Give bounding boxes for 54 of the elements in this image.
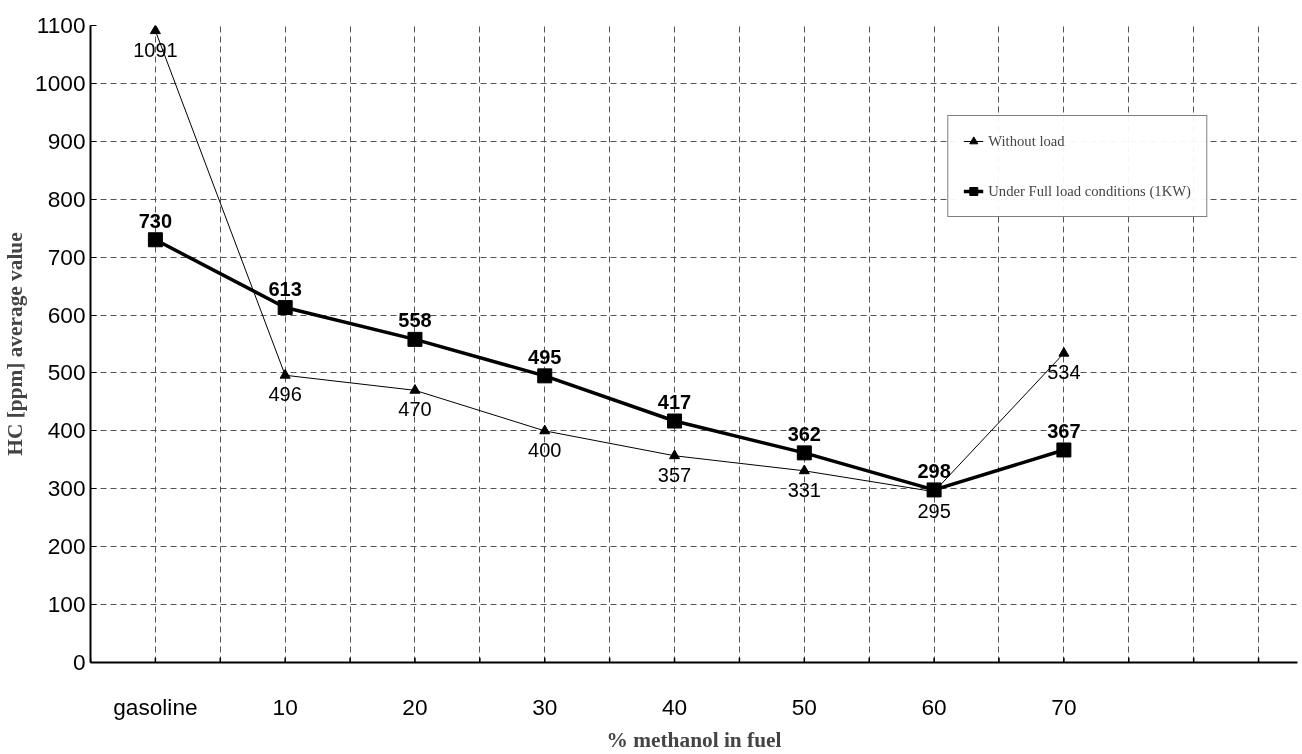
point: [669, 449, 681, 460]
point: [539, 424, 551, 435]
point: [147, 232, 163, 248]
legend-label: Under Full load conditions (1KW): [988, 182, 1191, 200]
x-tick-label: gasoline: [113, 693, 198, 720]
point: [796, 445, 812, 461]
data-label: 367: [1047, 419, 1081, 442]
data-label: 496: [268, 383, 302, 406]
y-tick-label: 400: [47, 417, 86, 444]
point: [1056, 442, 1072, 458]
data-label: 331: [787, 478, 822, 501]
x-axis-title: % methanol in fuel: [606, 727, 782, 752]
data-label: 534: [1047, 361, 1081, 384]
y-tick-label: 500: [47, 359, 86, 386]
data-label: 1091: [133, 38, 178, 61]
legend-label: Without load: [988, 132, 1065, 150]
x-tick-label: 10: [272, 693, 298, 720]
data-label: 730: [138, 209, 173, 232]
point: [407, 331, 423, 347]
point: [667, 413, 683, 429]
data-label: 495: [528, 345, 562, 368]
point: [537, 368, 553, 384]
data-label: 470: [398, 398, 432, 421]
data-label: 400: [528, 438, 562, 461]
x-tick-label: 40: [661, 693, 688, 720]
y-tick-label: 200: [47, 533, 86, 560]
x-tick-label: 70: [1051, 693, 1077, 720]
point: [1058, 346, 1070, 357]
x-tick-label: 20: [402, 693, 428, 720]
point: [149, 25, 161, 35]
y-tick-label: 800: [47, 185, 86, 212]
y-axis-title: HC [ppm] average value: [3, 232, 28, 456]
y-tick-label: 0: [72, 649, 86, 675]
y-tick-label: 300: [47, 475, 86, 502]
point: [798, 464, 810, 475]
x-tick-label: 50: [791, 693, 817, 720]
data-label: 362: [787, 422, 822, 445]
data-label: 357: [657, 463, 692, 486]
data-label: 613: [268, 277, 302, 300]
data-label: 295: [917, 499, 951, 522]
y-tick-label: 100: [47, 591, 86, 618]
x-tick-label: 30: [532, 693, 558, 720]
y-tick-label: 600: [47, 301, 86, 328]
y-tick-label: 1100: [36, 12, 86, 38]
data-label: 558: [398, 309, 432, 332]
y-tick-label: 1000: [35, 69, 86, 96]
point: [279, 369, 291, 379]
data-label: 298: [917, 459, 951, 482]
y-tick-label: 700: [47, 243, 86, 270]
point: [409, 384, 421, 394]
y-tick-label: 900: [47, 127, 86, 154]
x-tick-label: 60: [921, 693, 947, 720]
point: [277, 300, 293, 316]
data-label: 417: [657, 391, 692, 414]
